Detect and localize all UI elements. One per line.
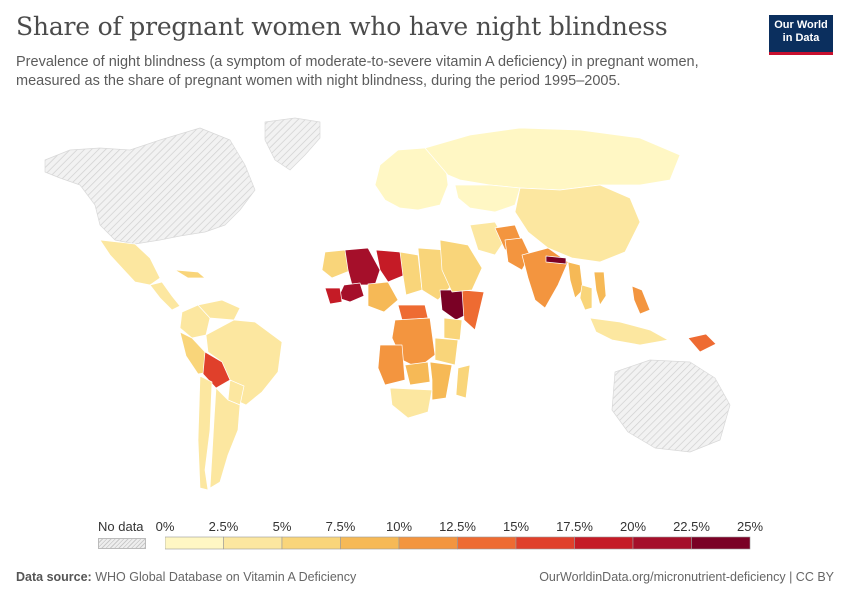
legend-tick-label: 22.5% (673, 519, 710, 534)
region-cuba[interactable]: Cuba (174, 269, 206, 279)
region-europe[interactable]: Europe (374, 147, 449, 211)
data-source-text[interactable]: WHO Global Database on Vitamin A Deficie… (95, 570, 357, 584)
region-india[interactable]: India (521, 247, 569, 309)
region-russia[interactable]: Russia (424, 127, 681, 191)
legend-tick-label: 25% (736, 519, 764, 534)
legend-tick-label: 12.5% (439, 519, 476, 534)
region-bolivia[interactable]: Bolivia (202, 351, 231, 389)
legend-swatch-2[interactable] (281, 536, 341, 550)
region-madagascar[interactable]: Madagascar (455, 364, 471, 399)
region-thailand[interactable]: Thailand (579, 284, 593, 311)
region-chad[interactable]: Chad (399, 251, 423, 296)
legend-color-bar (165, 536, 751, 550)
region-somalia[interactable]: Somalia (461, 289, 485, 331)
legend-swatch-4[interactable] (398, 536, 458, 550)
region-zambia[interactable]: Zambia (404, 361, 431, 386)
region-kenya[interactable]: Kenya (443, 317, 463, 341)
legend-swatch-6[interactable] (515, 536, 575, 550)
legend-tick-label: 7.5% (325, 519, 356, 534)
region-nigeria[interactable]: Nigeria (367, 281, 399, 313)
region-indonesia[interactable]: Indonesia (589, 317, 669, 346)
legend-swatch-0[interactable] (165, 536, 224, 550)
legend-swatch-5[interactable] (457, 536, 517, 550)
logo-line-2: in Data (782, 32, 820, 44)
owid-logo[interactable]: Our World in Data (769, 15, 833, 55)
region-tanzania[interactable]: Tanzania (434, 337, 459, 366)
legend-no-data-label: No data (98, 519, 144, 534)
region-vietnam[interactable]: Vietnam (593, 271, 607, 306)
legend-tick-label: 5% (272, 519, 292, 534)
region-saudi-arabia[interactable]: Saudi Arabia (439, 239, 483, 293)
region-australia[interactable]: Australia (611, 359, 731, 453)
region-mali[interactable]: Mali (344, 247, 381, 286)
legend-tick-label: 10% (385, 519, 413, 534)
region-argentina[interactable]: Argentina (209, 387, 241, 489)
legend-tick-label: 17.5% (556, 519, 593, 534)
region-mauritania[interactable]: Mauritania (321, 249, 353, 279)
chart-title: Share of pregnant women who have night b… (16, 12, 668, 41)
region-myanmar[interactable]: Myanmar (567, 261, 584, 299)
region-kazakhstan[interactable]: Kazakhstan (454, 184, 521, 213)
legend-no-data-swatch[interactable] (98, 538, 146, 549)
region-greenland[interactable]: Greenland (264, 117, 321, 171)
region-south-africa[interactable]: South Africa (389, 387, 433, 419)
legend-tick-label: 2.5% (208, 519, 239, 534)
region-mozambique[interactable]: Mozambique (429, 361, 453, 401)
region-niger[interactable]: Niger (375, 249, 406, 283)
region-philippines[interactable]: Philippines (631, 285, 651, 315)
region-central-america[interactable]: Central America (149, 281, 181, 311)
region-china[interactable]: China (514, 184, 641, 263)
legend-tick-label: 15% (502, 519, 530, 534)
region-north-america[interactable]: North America (44, 127, 256, 245)
legend-tick-label: 0% (155, 519, 175, 534)
region-central-african-republic[interactable]: Central African Republic (397, 304, 429, 321)
region-chile[interactable]: Chile (197, 375, 213, 491)
region-venezuela[interactable]: Venezuela (197, 299, 241, 321)
region-papua-new-guinea[interactable]: Papua New Guinea (687, 333, 717, 353)
legend-swatch-1[interactable] (223, 536, 283, 550)
legend-swatch-3[interactable] (340, 536, 400, 550)
chart-subtitle: Prevalence of night blindness (a symptom… (16, 54, 699, 89)
legend-swatch-7[interactable] (574, 536, 634, 550)
legend-tick-label: 20% (619, 519, 647, 534)
world-map[interactable]: North AmericaGreenland MexicoCentral Amer… (0, 95, 850, 515)
legend-swatch-8[interactable] (632, 536, 692, 550)
region-angola[interactable]: Angola (377, 344, 406, 386)
source-url[interactable]: OurWorldinData.org/micronutrient-deficie… (539, 570, 834, 584)
legend-swatch-9[interactable] (691, 536, 751, 550)
region-guinea[interactable]: Guinea (324, 287, 343, 305)
region-mexico[interactable]: Mexico (99, 239, 161, 286)
data-source-label: Data source: (16, 570, 92, 584)
region-nepal[interactable]: Nepal (545, 255, 567, 265)
logo-line-1: Our World (774, 19, 828, 31)
data-source: Data source: WHO Global Database on Vita… (16, 570, 356, 584)
